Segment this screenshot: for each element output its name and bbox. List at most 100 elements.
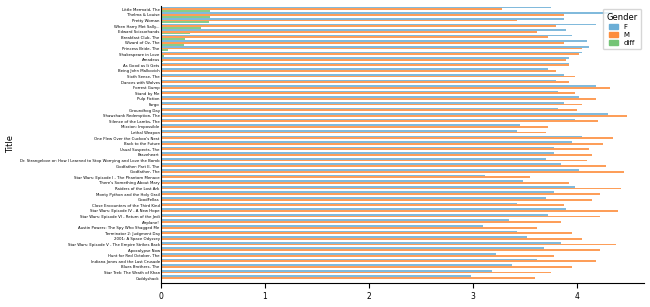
Bar: [161, 253, 496, 255]
Bar: [161, 143, 603, 145]
Bar: [161, 216, 600, 217]
Bar: [161, 57, 569, 59]
Bar: [161, 236, 527, 238]
Bar: [161, 231, 517, 232]
Bar: [161, 204, 564, 206]
Bar: [161, 188, 621, 189]
Bar: [161, 104, 582, 106]
Bar: [161, 48, 582, 49]
Bar: [109, 223, 161, 225]
Bar: [161, 158, 546, 160]
Bar: [161, 92, 575, 94]
Bar: [161, 149, 590, 150]
Bar: [161, 259, 538, 260]
Bar: [161, 102, 564, 104]
Bar: [161, 171, 623, 173]
Bar: [161, 141, 572, 143]
Bar: [161, 255, 554, 257]
Bar: [109, 217, 161, 219]
Bar: [161, 25, 556, 27]
Bar: [161, 31, 538, 33]
Bar: [161, 27, 201, 29]
Bar: [130, 145, 161, 146]
Bar: [161, 165, 606, 167]
Bar: [161, 130, 517, 132]
Bar: [138, 122, 161, 124]
Bar: [161, 208, 567, 210]
Bar: [161, 52, 582, 53]
Bar: [161, 80, 556, 81]
Bar: [161, 182, 569, 184]
Bar: [161, 29, 567, 31]
Bar: [161, 109, 577, 111]
Bar: [161, 260, 595, 262]
Bar: [161, 210, 618, 212]
Bar: [161, 120, 597, 122]
Bar: [149, 83, 161, 85]
Bar: [161, 46, 590, 48]
Bar: [161, 115, 627, 117]
Bar: [106, 234, 161, 236]
Bar: [161, 21, 209, 23]
Bar: [132, 134, 161, 135]
Bar: [161, 96, 579, 98]
Bar: [151, 77, 161, 79]
Bar: [161, 59, 567, 61]
Bar: [161, 20, 517, 21]
Bar: [116, 167, 161, 169]
Bar: [161, 137, 613, 139]
Bar: [161, 175, 486, 177]
Bar: [161, 64, 569, 66]
Bar: [161, 186, 575, 188]
Bar: [161, 247, 543, 249]
Bar: [144, 100, 161, 102]
Bar: [142, 117, 161, 119]
Bar: [107, 229, 161, 231]
Bar: [161, 61, 163, 62]
Bar: [105, 251, 161, 253]
Bar: [161, 154, 592, 156]
Bar: [142, 111, 161, 113]
Bar: [120, 161, 161, 163]
Bar: [153, 72, 161, 74]
Bar: [126, 150, 161, 152]
Bar: [161, 266, 572, 268]
Bar: [161, 37, 548, 38]
Bar: [102, 268, 161, 270]
Bar: [161, 107, 558, 109]
Bar: [161, 70, 556, 72]
Bar: [161, 42, 564, 44]
Bar: [161, 38, 185, 40]
Bar: [161, 132, 546, 134]
Bar: [161, 74, 564, 76]
Bar: [161, 221, 562, 223]
Bar: [161, 225, 484, 227]
Bar: [130, 139, 161, 141]
Bar: [161, 147, 554, 149]
Bar: [161, 199, 592, 201]
Bar: [161, 164, 562, 165]
Bar: [161, 85, 595, 87]
Bar: [161, 63, 569, 64]
Bar: [161, 98, 595, 100]
Bar: [161, 135, 582, 137]
Bar: [161, 193, 600, 195]
Bar: [161, 277, 536, 279]
Bar: [161, 152, 554, 154]
Bar: [161, 81, 569, 83]
Bar: [97, 279, 161, 281]
Bar: [144, 106, 161, 107]
Bar: [161, 55, 164, 57]
Bar: [161, 242, 562, 244]
Bar: [161, 87, 610, 89]
Bar: [161, 264, 512, 266]
Bar: [103, 262, 161, 264]
Bar: [116, 195, 161, 197]
Bar: [161, 18, 564, 20]
Bar: [161, 10, 210, 12]
Bar: [161, 91, 558, 92]
Bar: [161, 16, 210, 17]
Bar: [161, 44, 184, 46]
Bar: [113, 206, 161, 208]
Bar: [161, 203, 517, 204]
